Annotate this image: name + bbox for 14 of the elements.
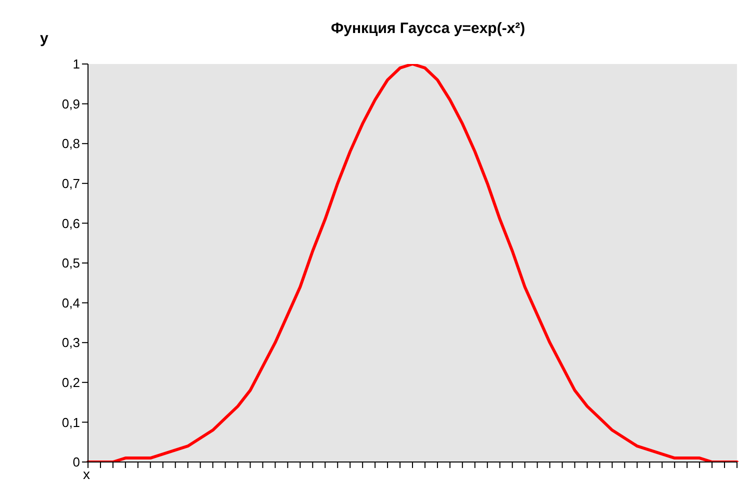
y-tick-label: 0,1 xyxy=(62,414,80,430)
y-tick-label: 0,4 xyxy=(62,295,80,310)
y-tick-label: 0,9 xyxy=(62,96,80,112)
y-tick-label: 0,2 xyxy=(62,375,80,390)
y-tick-label: 0 xyxy=(72,454,80,470)
x-axis-title: x xyxy=(83,466,90,482)
chart-title: Функция Гаусса y=exp(-x²) xyxy=(330,20,526,37)
y-tick-label: 0,5 xyxy=(62,256,80,271)
y-tick-label: 0,7 xyxy=(62,176,80,192)
y-tick-label: 0,3 xyxy=(62,335,80,350)
y-tick-label: 1 xyxy=(72,56,80,72)
y-tick-label: 0,6 xyxy=(62,216,80,231)
y-tick-label: 0,8 xyxy=(62,136,80,152)
y-axis-title: y xyxy=(40,30,48,47)
